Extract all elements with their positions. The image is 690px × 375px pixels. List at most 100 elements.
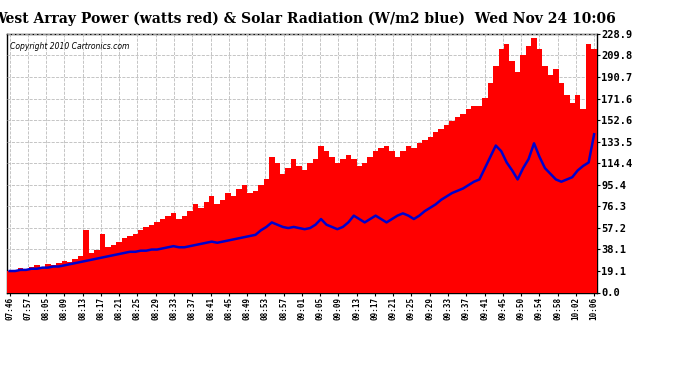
Bar [149,225,155,292]
Bar [264,180,269,292]
Bar [269,157,275,292]
Bar [324,151,329,292]
Bar [368,157,373,292]
Bar [171,213,176,292]
Bar [253,191,258,292]
Bar [7,271,12,292]
Bar [389,151,395,292]
Bar [433,132,438,292]
Bar [428,136,433,292]
Bar [56,263,61,292]
Bar [40,268,45,292]
Bar [531,38,537,292]
Bar [193,204,198,292]
Bar [586,44,591,292]
Bar [247,193,253,292]
Bar [181,216,187,292]
Bar [417,143,422,292]
Bar [318,146,324,292]
Bar [449,121,455,292]
Bar [23,269,29,292]
Bar [488,83,493,292]
Bar [187,211,193,292]
Bar [482,98,488,292]
Bar [422,140,428,292]
Bar [78,256,83,292]
Bar [335,162,340,292]
Bar [67,262,72,292]
Bar [286,168,291,292]
Text: Copyright 2010 Cartronics.com: Copyright 2010 Cartronics.com [10,42,129,51]
Bar [362,162,367,292]
Bar [89,253,95,292]
Bar [236,189,241,292]
Bar [241,185,247,292]
Bar [110,245,116,292]
Bar [466,110,471,292]
Bar [100,234,106,292]
Bar [411,148,417,292]
Bar [357,166,362,292]
Bar [346,154,351,292]
Bar [258,185,264,292]
Bar [144,227,149,292]
Bar [18,268,23,292]
Bar [406,146,411,292]
Bar [209,196,215,292]
Bar [395,157,400,292]
Bar [132,234,138,292]
Bar [275,162,280,292]
Bar [280,174,286,292]
Bar [83,230,89,292]
Bar [95,249,100,292]
Bar [509,61,515,292]
Bar [329,157,335,292]
Bar [559,83,564,292]
Bar [29,267,34,292]
Bar [384,146,389,292]
Bar [121,238,127,292]
Bar [438,129,444,292]
Bar [138,230,144,292]
Bar [537,50,542,292]
Bar [160,219,166,292]
Bar [542,66,548,292]
Bar [498,50,504,292]
Bar [373,151,378,292]
Bar [493,66,498,292]
Bar [553,69,559,292]
Bar [50,266,56,292]
Bar [127,236,132,292]
Bar [291,159,297,292]
Bar [548,75,553,292]
Bar [198,208,204,292]
Bar [378,148,384,292]
Bar [226,193,231,292]
Bar [564,94,569,292]
Bar [307,162,313,292]
Bar [455,117,460,292]
Bar [575,94,580,292]
Bar [166,216,171,292]
Bar [72,259,78,292]
Bar [591,50,597,292]
Text: West Array Power (watts red) & Solar Radiation (W/m2 blue)  Wed Nov 24 10:06: West Array Power (watts red) & Solar Rad… [0,11,616,26]
Bar [520,55,526,292]
Bar [444,125,449,292]
Bar [45,264,50,292]
Bar [351,159,357,292]
Bar [12,270,18,292]
Bar [176,219,181,292]
Bar [116,242,121,292]
Bar [105,247,110,292]
Bar [302,170,307,292]
Bar [460,114,466,292]
Bar [231,196,236,292]
Bar [220,200,226,292]
Bar [340,159,346,292]
Bar [155,222,160,292]
Bar [477,106,482,292]
Bar [215,204,220,292]
Bar [61,261,67,292]
Bar [526,46,531,292]
